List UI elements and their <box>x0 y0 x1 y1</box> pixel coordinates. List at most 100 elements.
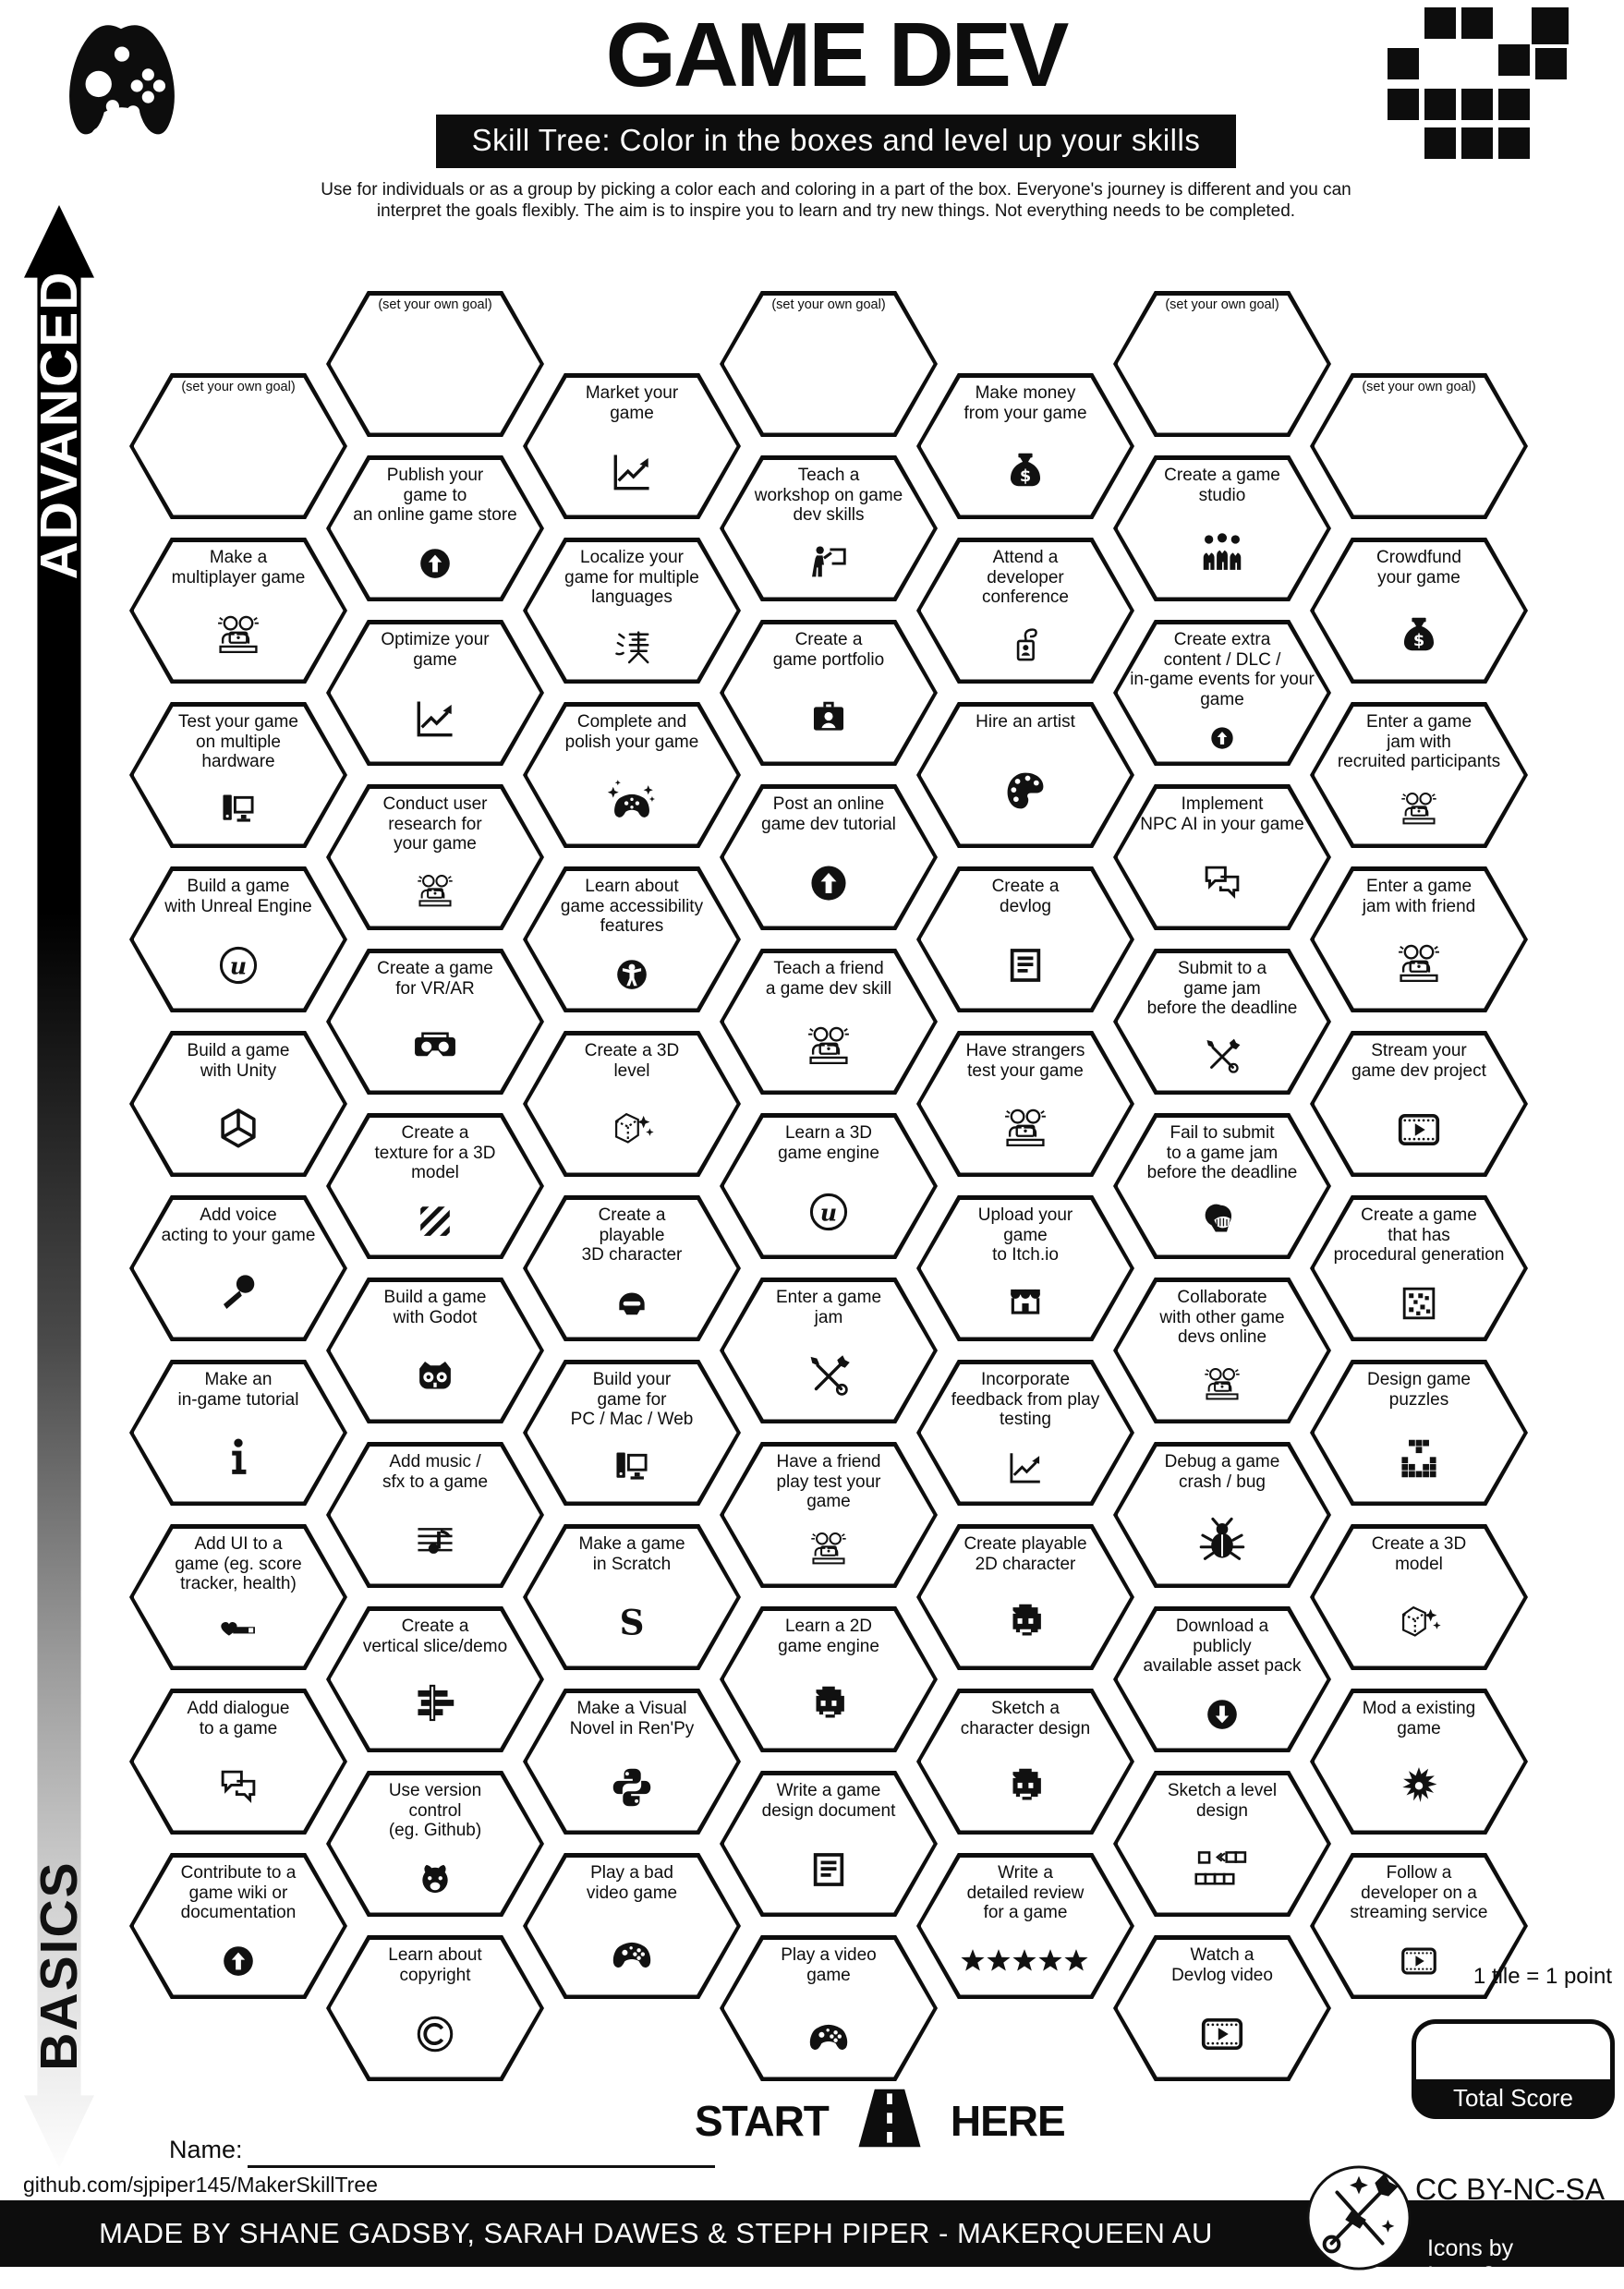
hex-tile[interactable]: Download a publicly available asset pack <box>1113 1606 1331 1752</box>
total-score-box[interactable]: Total Score <box>1412 2019 1615 2119</box>
hex-fill-area[interactable] <box>1314 1035 1524 1173</box>
hex-tile[interactable]: Write a detailed review for a game <box>916 1853 1134 1999</box>
hex-tile[interactable]: Create playable 2D character <box>916 1524 1134 1670</box>
hex-tile[interactable]: Crowdfund your game $ <box>1310 538 1528 684</box>
hex-tile[interactable]: Create a vertical slice/demo <box>326 1606 544 1752</box>
hex-tile[interactable]: Make a Visual Novel in Ren'Py <box>523 1689 741 1835</box>
hex-tile[interactable]: Write a game design document <box>720 1771 938 1917</box>
hex-tile[interactable]: Test your game on multiple hardware <box>129 702 347 848</box>
hex-tile[interactable]: Implement NPC AI in your game <box>1113 784 1331 930</box>
hex-tile[interactable]: Hire an artist <box>916 702 1134 848</box>
hex-tile[interactable]: Build a game with Unity <box>129 1031 347 1177</box>
hex-tile[interactable]: Learn about game accessibility features <box>523 866 741 1012</box>
hex-tile[interactable]: Make a multiplayer game <box>129 538 347 684</box>
hex-fill-area[interactable] <box>527 1857 737 1995</box>
hex-fill-area[interactable] <box>330 1939 540 2077</box>
hex-tile-custom-goal[interactable]: (set your own goal) <box>720 291 938 437</box>
hex-tile[interactable]: Create a game studio <box>1113 455 1331 601</box>
hex-tile[interactable]: Create extra content / DLC / in-game eve… <box>1113 620 1331 766</box>
hex-fill-area[interactable] <box>330 1446 540 1584</box>
hex-tile[interactable]: Stream your game dev project <box>1310 1031 1528 1177</box>
hex-fill-area[interactable] <box>920 1857 1131 1995</box>
hex-tile[interactable]: Incorporate feedback from play testing <box>916 1360 1134 1506</box>
hex-tile[interactable]: Learn about copyright <box>326 1935 544 2081</box>
hex-fill-area[interactable] <box>1314 706 1524 844</box>
hex-fill-area[interactable] <box>330 1117 540 1255</box>
hex-tile[interactable]: Post an online game dev tutorial <box>720 784 938 930</box>
hex-fill-area[interactable] <box>1117 295 1327 433</box>
hex-fill-area[interactable] <box>330 624 540 762</box>
hex-tile[interactable]: Use version control (eg. Github) <box>326 1771 544 1917</box>
hex-tile[interactable]: Build your game for PC / Mac / Web <box>523 1360 741 1506</box>
hex-tile[interactable]: Sketch a character design <box>916 1689 1134 1835</box>
hex-tile-custom-goal[interactable]: (set your own goal) <box>1113 291 1331 437</box>
hex-tile[interactable]: Add UI to a game (eg. score tracker, hea… <box>129 1524 347 1670</box>
hex-fill-area[interactable] <box>330 1281 540 1420</box>
hex-tile[interactable]: Create a game for VR/AR <box>326 949 544 1095</box>
hex-fill-area[interactable] <box>723 1446 934 1584</box>
hex-fill-area[interactable] <box>723 1939 934 2077</box>
hex-fill-area[interactable] <box>1314 1363 1524 1502</box>
hex-fill-area[interactable] <box>527 1692 737 1831</box>
hex-tile[interactable]: Create a game that has procedural genera… <box>1310 1195 1528 1341</box>
hex-fill-area[interactable] <box>1314 1692 1524 1831</box>
hex-tile[interactable]: Make a game in Scratch S <box>523 1524 741 1670</box>
hex-fill-area[interactable] <box>133 541 344 680</box>
hex-tile[interactable]: Teach a workshop on game dev skills <box>720 455 938 601</box>
hex-fill-area[interactable] <box>330 295 540 433</box>
hex-tile[interactable]: Design game puzzles <box>1310 1360 1528 1506</box>
hex-fill-area[interactable] <box>920 541 1131 680</box>
hex-tile[interactable]: Market your game <box>523 373 741 519</box>
hex-fill-area[interactable] <box>133 1692 344 1831</box>
hex-tile[interactable]: Build a game with Unreal Engine u <box>129 866 347 1012</box>
hex-fill-area[interactable] <box>1314 377 1524 515</box>
hex-tile[interactable]: Mod a existing game <box>1310 1689 1528 1835</box>
hex-tile[interactable]: Create a playable 3D character <box>523 1195 741 1341</box>
hex-fill-area[interactable] <box>1117 952 1327 1091</box>
hex-fill-area[interactable] <box>920 870 1131 1009</box>
hex-fill-area[interactable] <box>527 377 737 515</box>
hex-fill-area[interactable] <box>133 1363 344 1502</box>
hex-tile[interactable]: Add music / sfx to a game <box>326 1442 544 1588</box>
hex-fill-area[interactable] <box>1314 870 1524 1009</box>
hex-tile[interactable]: Build a game with Godot <box>326 1278 544 1423</box>
hex-fill-area[interactable] <box>723 1774 934 1913</box>
hex-tile[interactable]: Contribute to a game wiki or documentati… <box>129 1853 347 1999</box>
hex-fill-area[interactable] <box>527 706 737 844</box>
hex-fill-area[interactable] <box>330 952 540 1091</box>
hex-fill-area[interactable] <box>1117 1774 1327 1913</box>
hex-fill-area[interactable] <box>920 1363 1131 1502</box>
hex-fill-area[interactable] <box>723 1281 934 1420</box>
hex-tile-custom-goal[interactable]: (set your own goal) <box>1310 373 1528 519</box>
hex-tile[interactable]: Create a 3D level <box>523 1031 741 1177</box>
score-entry-area[interactable] <box>1416 2024 1610 2079</box>
hex-fill-area[interactable] <box>527 1528 737 1666</box>
hex-tile[interactable]: Create a 3D model <box>1310 1524 1528 1670</box>
hex-fill-area[interactable] <box>1117 1281 1327 1420</box>
hex-fill-area[interactable] <box>723 624 934 762</box>
hex-fill-area[interactable] <box>920 1692 1131 1831</box>
hex-tile[interactable]: Create a game portfolio <box>720 620 938 766</box>
hex-tile[interactable]: Create a texture for a 3D model <box>326 1113 544 1259</box>
hex-tile[interactable]: Enter a game jam with friend <box>1310 866 1528 1012</box>
hex-tile[interactable]: Add voice acting to your game <box>129 1195 347 1341</box>
hex-fill-area[interactable] <box>1117 788 1327 926</box>
hex-fill-area[interactable] <box>723 459 934 598</box>
hex-fill-area[interactable] <box>133 377 344 515</box>
hex-tile[interactable]: Complete and polish your game <box>523 702 741 848</box>
hex-fill-area[interactable] <box>330 788 540 926</box>
hex-fill-area[interactable] <box>527 1035 737 1173</box>
hex-tile[interactable]: Upload your game to Itch.io <box>916 1195 1134 1341</box>
hex-tile[interactable]: Optimize your game <box>326 620 544 766</box>
hex-tile[interactable]: Make money from your game $ <box>916 373 1134 519</box>
hex-fill-area[interactable] <box>1117 459 1327 598</box>
name-input-line[interactable] <box>248 2165 715 2168</box>
hex-fill-area[interactable] <box>1314 541 1524 680</box>
hex-fill-area[interactable] <box>330 1610 540 1749</box>
hex-fill-area[interactable] <box>133 1199 344 1338</box>
hex-tile[interactable]: Enter a game jam with recruited particip… <box>1310 702 1528 848</box>
hex-fill-area[interactable] <box>1314 1528 1524 1666</box>
hex-tile[interactable]: Play a video game <box>720 1935 938 2081</box>
hex-fill-area[interactable] <box>133 1035 344 1173</box>
hex-tile[interactable]: Have a friend play test your game <box>720 1442 938 1588</box>
